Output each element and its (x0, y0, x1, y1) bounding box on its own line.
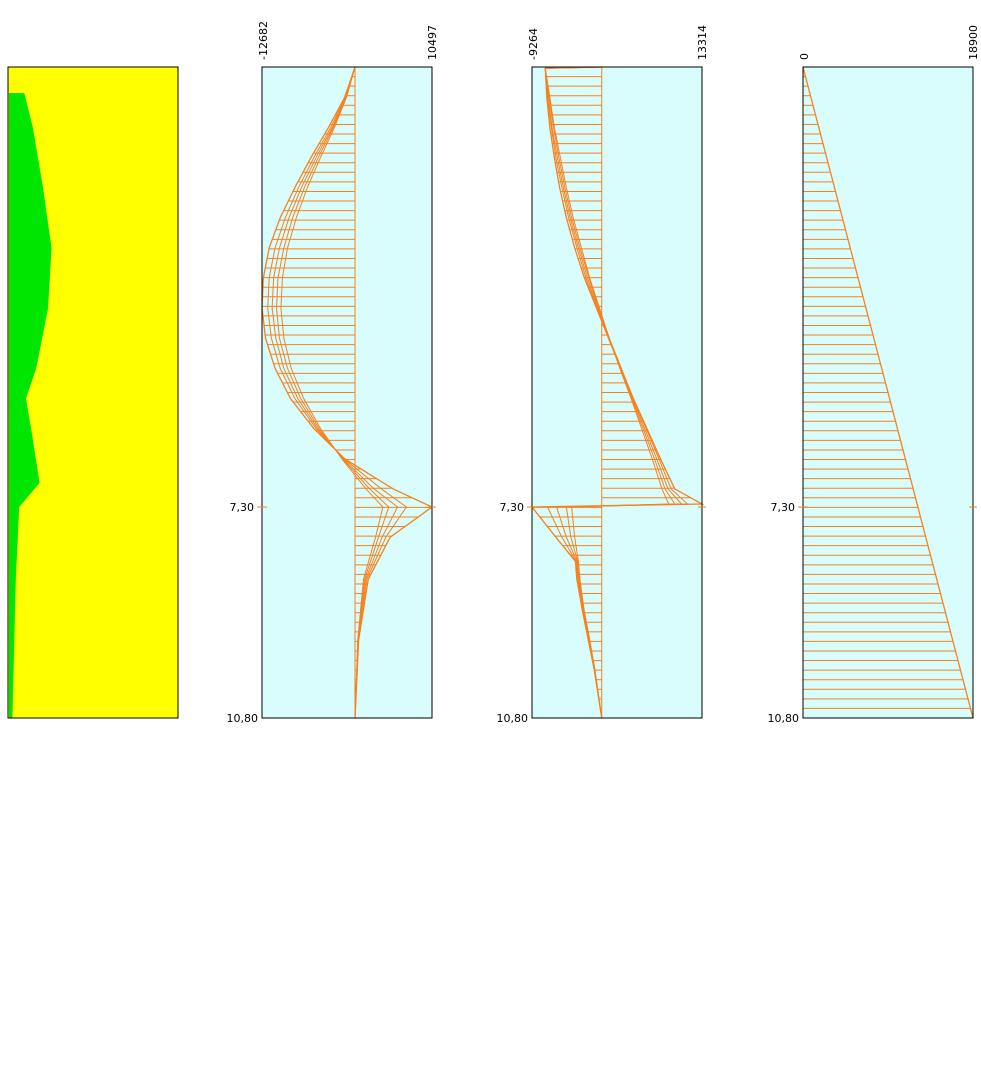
earth-pressure-x-tick-max: 18900 (967, 25, 980, 60)
earth-pressure-x-tick-min: 0 (798, 53, 811, 60)
bending-moment-panel-border (261, 66, 433, 719)
series-line (276, 66, 390, 719)
soil-panel-border (7, 66, 179, 719)
series-line (271, 66, 399, 719)
wall-displacement-shape (9, 93, 52, 718)
bending-moment-y-tick-label-bottom: 10,80 (227, 712, 259, 725)
earth-pressure-chart: 0 18900 7,30 10,80 (768, 25, 981, 725)
earth-pressure-panel-border (802, 66, 974, 719)
series-line (802, 66, 974, 719)
bending-moment-series (261, 66, 434, 719)
series-line (267, 66, 408, 719)
shear-force-panel-border (531, 66, 703, 719)
series-line (544, 66, 689, 719)
soil-profile-panel (7, 66, 179, 719)
earth-pressure-y-tick-label: 7,30 (771, 501, 796, 514)
series-line (280, 66, 384, 719)
bending-moment-x-tick-max: 10497 (426, 25, 439, 60)
shear-force-y-tick-label-bottom: 10,80 (497, 712, 529, 725)
bending-moment-y-tick-label: 7,30 (230, 501, 255, 514)
shear-force-y-tick-label: 7,30 (500, 501, 525, 514)
series-line (261, 66, 434, 719)
shear-force-series (530, 66, 705, 719)
shear-force-x-tick-max: 13314 (696, 25, 709, 60)
shear-force-x-tick-min: -9264 (527, 28, 540, 60)
shear-force-chart: -9264 13314 7,30 10,80 (497, 25, 710, 725)
series-line (544, 66, 670, 719)
earth-pressure-series (802, 66, 974, 719)
series-line (544, 66, 683, 719)
series-line (544, 66, 676, 719)
earth-pressure-y-tick-label-bottom: 10,80 (768, 712, 800, 725)
bending-moment-chart: -12682 10497 7,30 10,80 (227, 21, 440, 725)
bending-moment-x-tick-min: -12682 (257, 21, 270, 60)
earth-pressure-hatch (803, 76, 973, 719)
